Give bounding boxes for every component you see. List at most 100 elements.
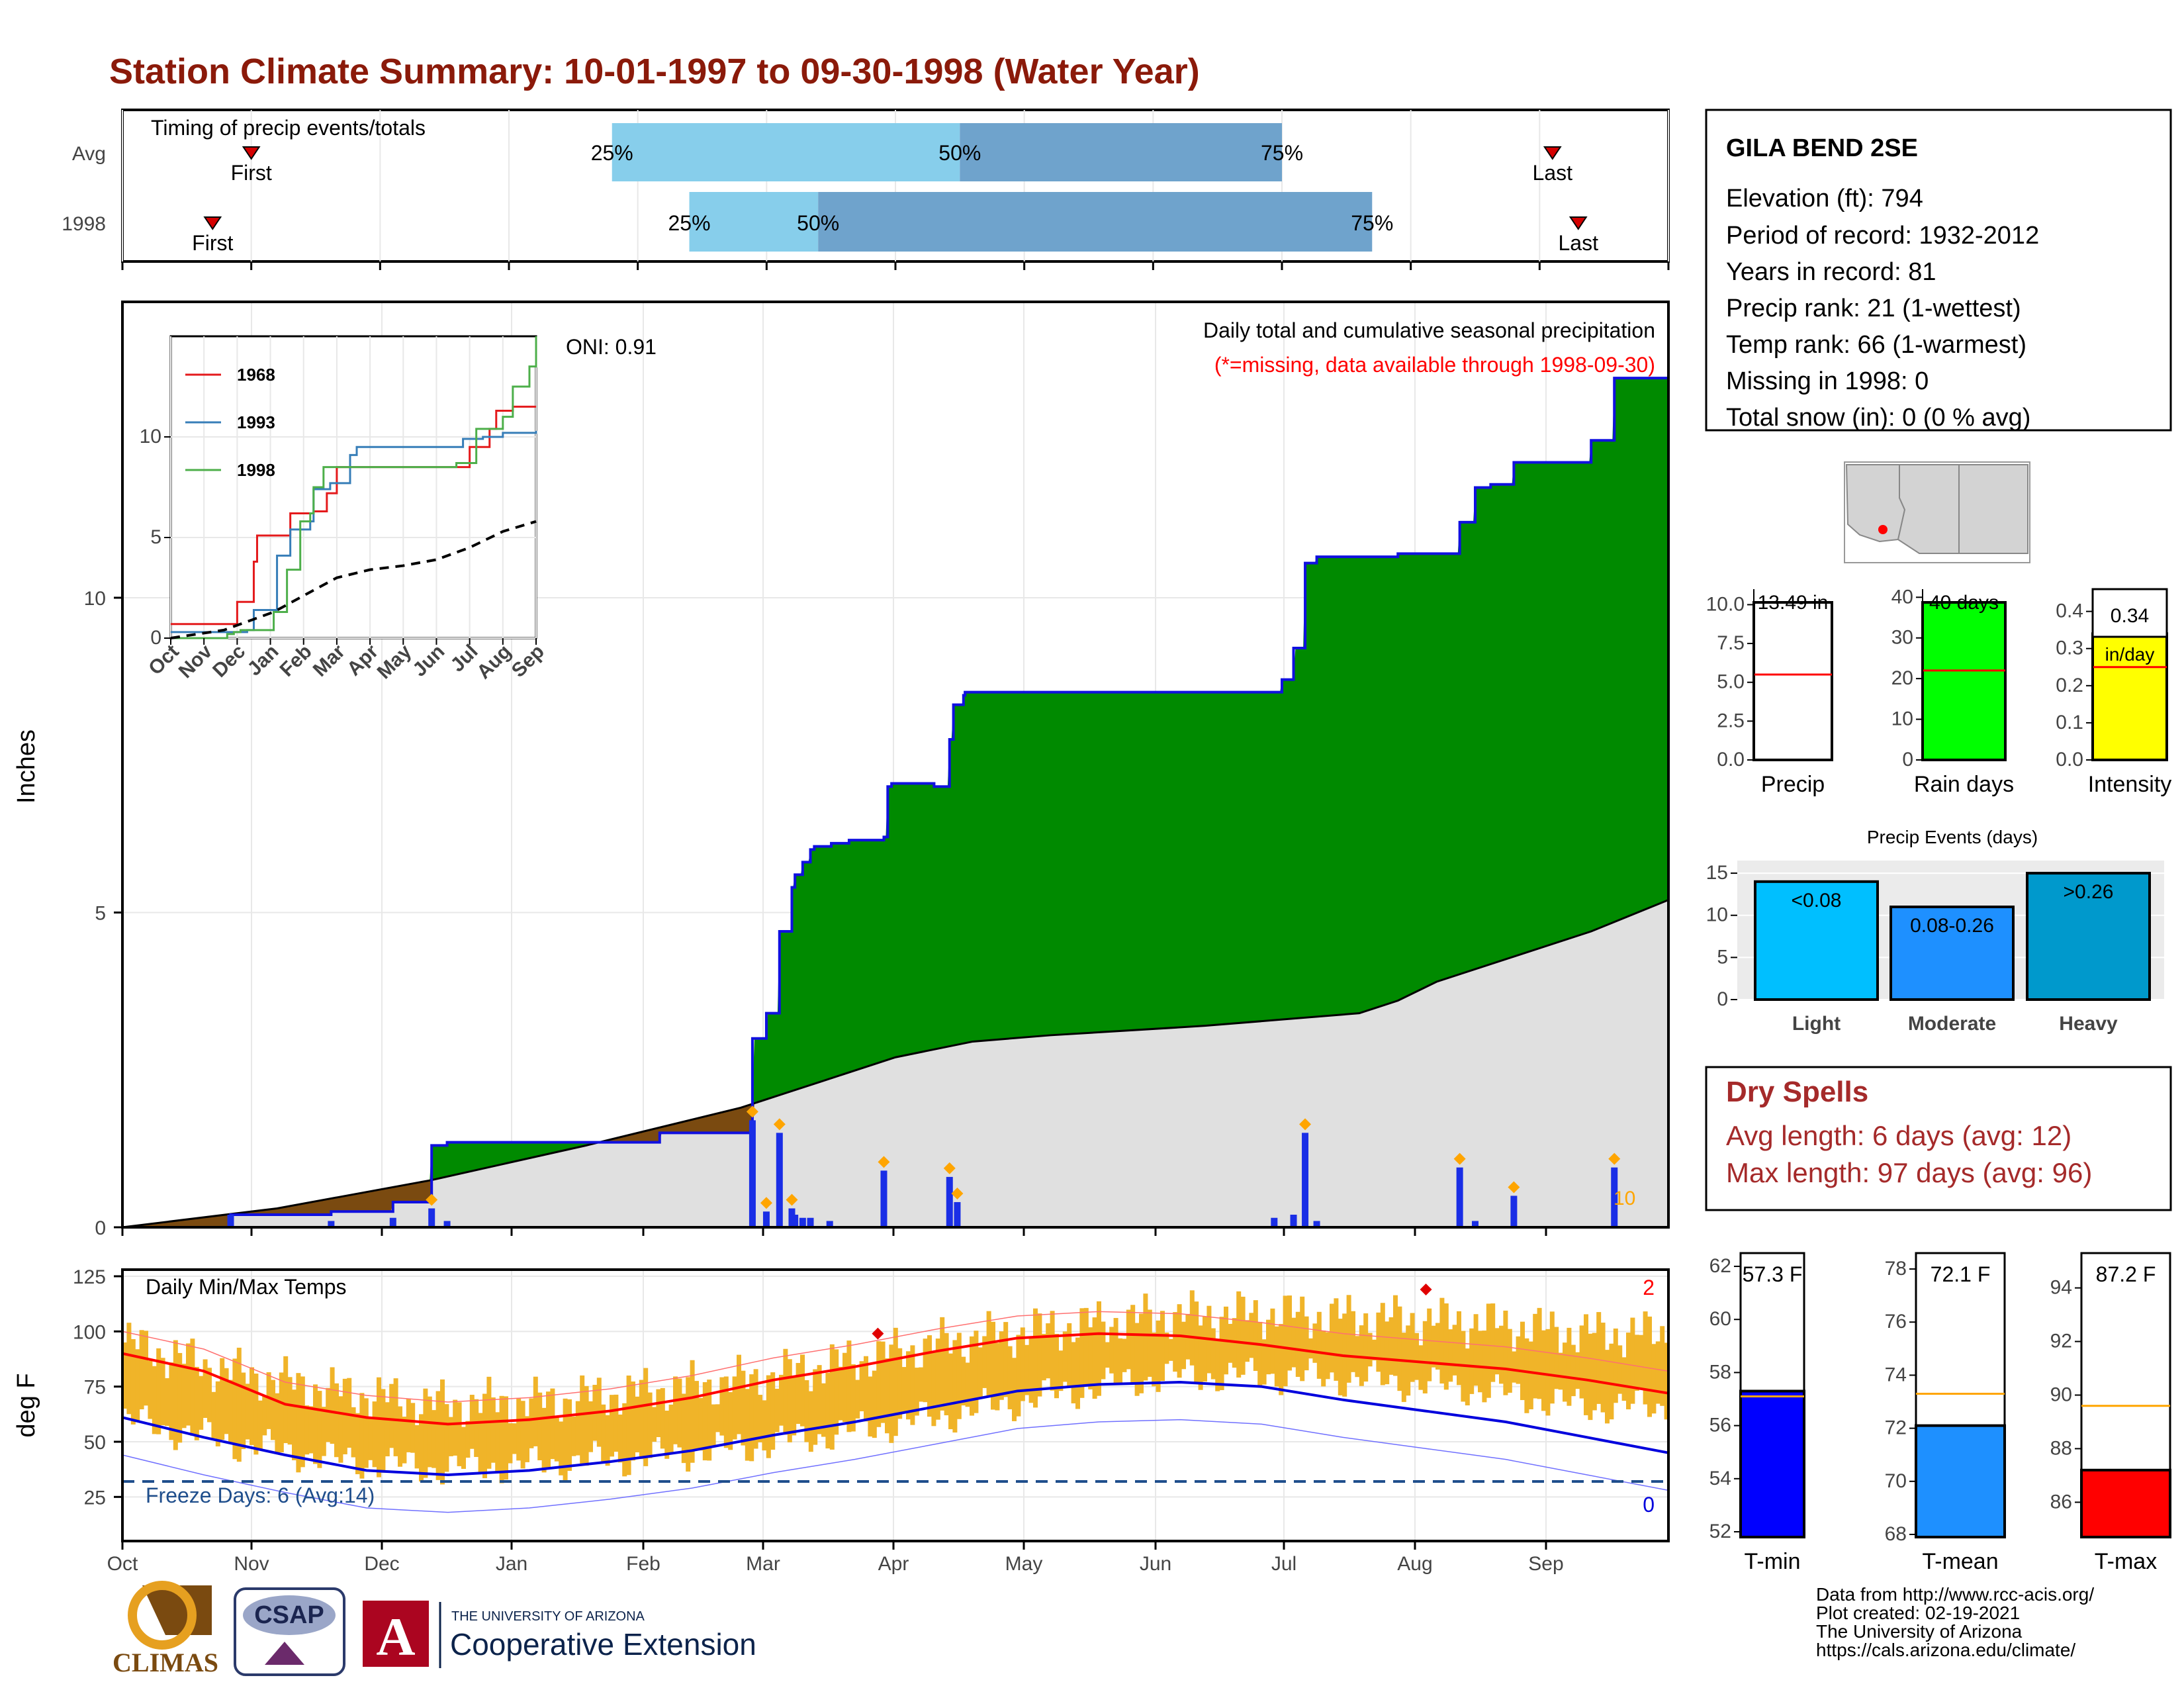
events-y-tick-label: 5: [1717, 946, 1728, 968]
daily-temp-bar: [266, 1372, 271, 1429]
event-marker: [1453, 1152, 1466, 1165]
month-tick-label: Apr: [878, 1553, 909, 1575]
daily-temp-bar: [779, 1374, 784, 1426]
daily-temp-bar: [614, 1394, 619, 1452]
daily-temp-bar: [855, 1380, 860, 1419]
last-marker: [1569, 216, 1588, 230]
station-line: Total snow (in): 0 (0 % avg): [1726, 404, 2030, 432]
daily-temp-bar: [419, 1414, 424, 1482]
daily-temp-bar: [631, 1382, 635, 1461]
daily-temp-bar: [1028, 1336, 1034, 1403]
daily-temp-bar: [1266, 1319, 1271, 1375]
daily-temp-bar: [385, 1402, 390, 1457]
precip-events-chart: Precip Events (days) 0 5 10 15 <0.08 Light 0.08…: [1706, 827, 2164, 1035]
daily-temp-bar: [1236, 1291, 1242, 1378]
daily-temp-bar: [1651, 1344, 1657, 1414]
summary-y-tick-label: 10: [1891, 708, 1913, 730]
month-tick-label: Jul: [1271, 1553, 1297, 1575]
daily-temp-bar: [1139, 1313, 1144, 1393]
daily-temp-bar: [622, 1403, 627, 1477]
event-count-label: 10: [1614, 1188, 1635, 1209]
record-low-count: 0: [1643, 1493, 1655, 1517]
daily-temp-bar: [1130, 1305, 1136, 1383]
daily-temp-bar: [1503, 1310, 1508, 1395]
daily-temp-bar: [702, 1382, 707, 1461]
daily-temp-bar: [787, 1359, 792, 1442]
month-tick-label: Mar: [746, 1553, 780, 1575]
temp-summary-tick-label: 70: [1885, 1470, 1907, 1492]
temp-summary-bar-1: [1915, 1424, 2006, 1538]
temp-frame: [121, 1268, 1670, 1542]
summary-unit: in/day: [2105, 644, 2155, 665]
daily-temp-bar: [363, 1398, 369, 1468]
daily-temp-bar: [571, 1416, 576, 1456]
last-label: Last: [1533, 161, 1573, 185]
daily-temp-bar: [512, 1423, 517, 1454]
first-marker: [242, 146, 261, 160]
daily-temp-bar: [313, 1384, 318, 1464]
daily-temp-bar: [1427, 1308, 1432, 1382]
daily-temp-bar: [461, 1427, 466, 1469]
events-y-tick-label: 15: [1706, 862, 1728, 884]
daily-temp-bar: [813, 1369, 818, 1445]
daily-temp-bar: [804, 1380, 809, 1442]
daily-temp-bar: [292, 1389, 296, 1460]
daily-temp-bar: [1316, 1311, 1322, 1379]
daily-temp-bar: [1478, 1331, 1482, 1393]
daily-temp-bar: [1643, 1311, 1648, 1405]
precip-caption: Daily total and cumulative seasonal prec…: [1203, 318, 1655, 342]
quartile-label: 25%: [591, 141, 633, 165]
quartile-label: 50%: [938, 141, 981, 165]
daily-temp-bar: [342, 1378, 347, 1454]
events-y-tick-label: 0: [1717, 988, 1728, 1010]
location-map: [1844, 461, 2030, 563]
ua-logo-big-text: Cooperative Extension: [450, 1627, 756, 1662]
daily-temp-bar: [1469, 1328, 1475, 1394]
daily-precip-bar: [826, 1221, 833, 1227]
precip-y-tick-label: 0: [95, 1217, 106, 1239]
daily-temp-bar: [1609, 1343, 1614, 1420]
daily-temp-bar: [1097, 1301, 1101, 1396]
temp-label: Daily Min/Max Temps: [146, 1275, 346, 1299]
month-tick-label: Jan: [496, 1553, 527, 1575]
temp-lines: [122, 1284, 1669, 1513]
ua-extension-logo: A THE UNIVERSITY OF ARIZONA Cooperative …: [363, 1601, 756, 1668]
daily-temp-bar: [1537, 1307, 1542, 1399]
daily-temp-bar: [381, 1389, 386, 1473]
daily-temp-bar: [610, 1395, 614, 1457]
inset-legend: 1968 1993 1998: [185, 365, 275, 480]
summary-y-tick-label: 0.4: [2056, 600, 2083, 622]
daily-temp-bar: [745, 1389, 750, 1461]
summary-label: Precip: [1761, 772, 1825, 797]
daily-temp-bar: [126, 1323, 132, 1415]
inset-y-tick-label: 0: [150, 627, 161, 649]
daily-precip-bar: [946, 1176, 953, 1227]
daily-temp-bar: [224, 1368, 229, 1434]
precip-fills: [122, 377, 1669, 1229]
daily-temp-bar: [1020, 1327, 1025, 1401]
daily-temp-bar: [410, 1403, 416, 1453]
footer-line: The University of Arizona: [1816, 1621, 2023, 1642]
daily-temp-bar: [753, 1369, 758, 1449]
daily-temp-bar: [850, 1364, 856, 1432]
precip-y-tick-label: 10: [84, 588, 106, 610]
daily-temp-bar: [995, 1342, 1000, 1411]
daily-temp-bar: [1617, 1345, 1623, 1394]
daily-temp-bar: [668, 1404, 674, 1454]
daily-temp-bar: [359, 1393, 365, 1479]
daily-temp-bar: [1570, 1344, 1576, 1397]
summary-y-tick-label: 0.1: [2056, 712, 2083, 733]
daily-temp-bar: [347, 1378, 352, 1448]
daily-temp-bar: [639, 1380, 644, 1460]
daily-temp-bar: [605, 1415, 610, 1466]
daily-temp-bar: [681, 1393, 686, 1464]
csap-logo-mountain: [265, 1642, 304, 1665]
daily-temp-bar: [749, 1374, 754, 1462]
daily-temp-bar: [643, 1368, 649, 1466]
daily-temp-bar: [1198, 1325, 1203, 1390]
event-marker: [773, 1118, 786, 1131]
station-line: Temp rank: 66 (1-warmest): [1726, 331, 2026, 359]
precip-y-tick-label: 5: [95, 902, 106, 924]
temp-summary-value: 57.3 F: [1743, 1262, 1803, 1286]
daily-temp-bar: [1545, 1329, 1551, 1416]
